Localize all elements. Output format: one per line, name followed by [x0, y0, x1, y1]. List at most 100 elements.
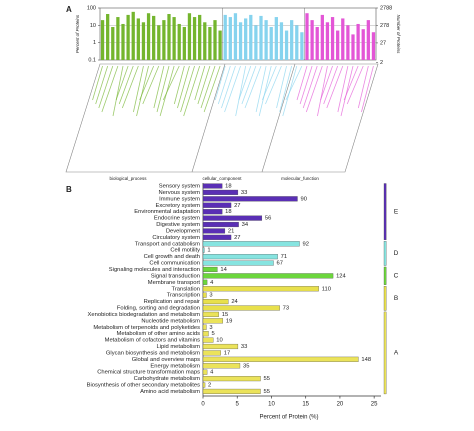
category-label-stub: [95, 65, 109, 105]
category-label: Immune system: [159, 196, 200, 202]
category-label-stub: [279, 65, 293, 113]
category-label-stub: [173, 65, 185, 105]
bar: [284, 30, 289, 60]
category-label: Sensory system: [159, 184, 200, 190]
count-label: 21: [228, 228, 234, 234]
bar: [202, 266, 218, 273]
count-label: 27: [234, 203, 240, 209]
category-label-stub: [156, 65, 170, 113]
bar: [325, 22, 330, 61]
category-label-stub: [203, 65, 221, 113]
bar: [361, 29, 365, 60]
count-label: 3: [209, 293, 212, 299]
category-label-stub: [357, 65, 369, 109]
group-label: A: [394, 350, 399, 357]
category-label: Cell motility: [170, 248, 200, 254]
bar: [249, 14, 253, 60]
bar: [192, 17, 197, 60]
category-label: Global and overview maps: [132, 357, 200, 363]
bar: [203, 22, 207, 61]
bar: [202, 286, 319, 292]
bar: [202, 215, 263, 221]
count-label: 33: [241, 344, 247, 350]
count-label: 73: [283, 306, 289, 312]
category-label-stub: [183, 65, 201, 117]
bar: [274, 17, 278, 60]
count-label: 15: [222, 312, 228, 318]
x-tick-label: 20: [337, 402, 344, 408]
category-label-stub: [162, 65, 180, 101]
count-label: 14: [220, 267, 227, 273]
category-label-stub: [343, 65, 359, 101]
count-label: 2: [208, 383, 211, 389]
bar: [187, 13, 192, 60]
count-label: 67: [277, 261, 283, 267]
count-label: 148: [361, 357, 371, 363]
bar: [131, 11, 135, 60]
category-label-stub: [317, 65, 328, 117]
bar: [202, 331, 209, 337]
category-label-stub: [142, 65, 160, 105]
category-label: Transcription: [167, 293, 200, 299]
category-label-stub: [255, 65, 267, 113]
category-label: Energy metabolism: [150, 363, 200, 369]
group-bracket: [383, 241, 387, 266]
count-label: 17: [224, 350, 230, 356]
y-tick-label: 100: [87, 5, 96, 11]
bar: [279, 22, 284, 61]
bar: [126, 14, 130, 60]
category-label-stub: [214, 65, 226, 101]
category-label-stub: [139, 65, 155, 101]
y-tick-label: 10: [90, 23, 96, 29]
bar: [356, 23, 360, 60]
category-label: Environmental adaptation: [134, 209, 200, 215]
bar: [182, 27, 186, 60]
count-label: 10: [216, 338, 222, 344]
category-label-stub: [221, 65, 236, 109]
count-label: 1: [207, 248, 210, 254]
bar: [202, 228, 226, 234]
count-label: 124: [336, 273, 346, 279]
bar: [202, 196, 298, 202]
category-label-stub: [326, 65, 344, 109]
group-bracket: [383, 311, 387, 395]
category-label: Folding, sorting and degradation: [117, 306, 200, 312]
category-label-stub: [305, 65, 323, 113]
bar: [121, 23, 125, 60]
count-label: 55: [264, 376, 270, 382]
count-label: 4: [210, 280, 214, 286]
category-label-stub: [224, 65, 241, 113]
category-label-stub: [299, 65, 313, 105]
category-label-stub: [361, 65, 374, 113]
bar: [202, 318, 224, 324]
y2-tick-label: 27: [380, 40, 386, 46]
count-label: 90: [300, 196, 306, 202]
bar: [290, 20, 294, 61]
category-label-stub: [320, 65, 333, 101]
x-axis-label: Percent of Protein (%): [259, 415, 318, 421]
panel-label: A: [66, 5, 72, 14]
x-tick-label: 10: [268, 402, 275, 408]
bar: [202, 363, 241, 369]
category-label: Excretory system: [156, 203, 201, 209]
count-label: 19: [226, 318, 232, 324]
bar: [295, 25, 299, 60]
label-frame: [65, 63, 379, 173]
bar: [141, 22, 146, 61]
bar: [202, 356, 359, 362]
count-label: 35: [243, 363, 249, 369]
category-label-stub: [241, 65, 257, 105]
category-label: Nucleotide metabolism: [141, 318, 200, 324]
category-label-stub: [121, 65, 139, 109]
count-label: 34: [242, 222, 249, 228]
bar: [202, 189, 239, 195]
bar: [152, 15, 156, 60]
count-label: 56: [265, 216, 271, 222]
category-label-stub: [323, 65, 339, 105]
bar: [233, 13, 238, 60]
count-label: 24: [231, 299, 238, 305]
bar: [202, 350, 221, 356]
category-label: Amino acid metabolism: [140, 389, 200, 395]
category-label-stub: [265, 65, 282, 105]
